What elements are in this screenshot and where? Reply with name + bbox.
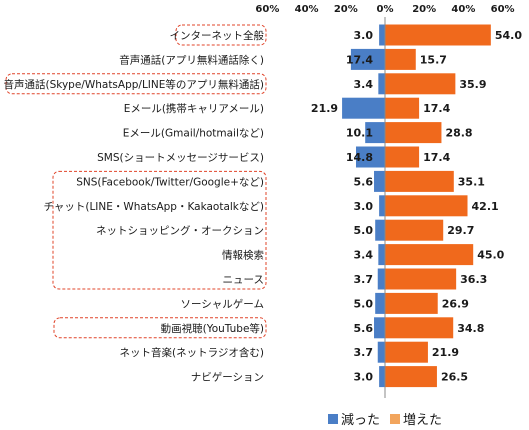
category-label: チャット(LINE・WhatsApp・Kakaotalkなど): [43, 201, 264, 213]
bar-increased: [385, 122, 442, 144]
bar-decreased: [342, 97, 385, 119]
value-label-increased: 17.4: [423, 151, 450, 164]
bar-increased: [385, 292, 438, 314]
value-label-decreased: 3.0: [354, 371, 374, 384]
category-label: インターネット全般: [170, 29, 265, 42]
legend-swatch-decreased: [328, 414, 338, 424]
category-label: ネットショッピング・オークション: [96, 224, 264, 237]
value-label-increased: 28.8: [445, 127, 472, 140]
value-label-increased: 42.1: [472, 200, 499, 213]
bar-increased: [385, 146, 420, 168]
category-label: SNS(Facebook/Twitter/Google+など): [76, 176, 264, 188]
x-tick-label: 60%: [255, 4, 279, 15]
value-label-decreased: 3.7: [354, 346, 374, 359]
value-label-increased: 35.9: [459, 78, 486, 91]
category-label: 音声通話(Skype/WhatsApp/LINE等のアプリ無料通話): [4, 78, 265, 91]
legend-label-increased: 増えた: [403, 413, 442, 428]
highlight-box: [52, 170, 267, 290]
x-tick-label: 40%: [451, 4, 475, 15]
value-label-decreased: 3.7: [354, 273, 374, 286]
value-label-decreased: 5.6: [354, 175, 374, 188]
value-label-increased: 26.5: [441, 371, 468, 384]
value-label-increased: 45.0: [477, 249, 504, 262]
category-label: 動画視聴(YouTube等): [161, 322, 264, 335]
bar-increased: [385, 219, 444, 241]
bar-decreased: [377, 341, 385, 363]
value-label-increased: 26.9: [442, 297, 469, 310]
bar-decreased: [378, 73, 385, 95]
highlight-box: [53, 317, 267, 339]
x-tick-label: 20%: [412, 4, 436, 15]
value-label-increased: 54.0: [495, 29, 522, 42]
value-label-increased: 34.8: [457, 322, 484, 335]
value-label-increased: 29.7: [447, 224, 474, 237]
value-label-decreased: 3.4: [354, 78, 374, 91]
category-label: ニュース: [223, 274, 264, 286]
bar-decreased: [379, 366, 385, 388]
bar-decreased: [355, 146, 385, 168]
bar-decreased: [378, 244, 385, 266]
bar-decreased: [365, 122, 385, 144]
category-label: Eメール(Gmail/hotmailなど): [123, 128, 264, 140]
x-axis-ticks: 60% 40% 20% 0% 20% 40% 60%: [255, 4, 514, 15]
category-label: ナビゲーション: [191, 372, 264, 384]
value-label-decreased: 5.0: [354, 297, 374, 310]
bar-increased: [385, 73, 456, 95]
bars: [342, 24, 491, 388]
value-label-increased: 17.4: [423, 102, 450, 115]
x-tick-label: 60%: [491, 4, 515, 15]
bar-decreased: [375, 219, 385, 241]
category-label: Eメール(携帯キャリアメール): [124, 102, 264, 115]
value-label-decreased: 14.8: [346, 151, 373, 164]
bar-decreased: [374, 317, 385, 339]
bar-increased: [385, 170, 454, 192]
bar-increased: [385, 366, 437, 388]
bar-increased: [385, 48, 416, 70]
value-label-increased: 15.7: [420, 53, 447, 66]
highlight-box: [5, 73, 267, 95]
value-labels: 3.0 54.0 17.4 15.7 3.4 35.9 21.9 17.4 10.1 28.8 14…: [311, 29, 522, 384]
bar-increased: [385, 97, 420, 119]
value-label-decreased: 17.4: [346, 53, 373, 66]
value-label-increased: 21.9: [432, 346, 459, 359]
legend: 減った 増えた: [328, 412, 442, 428]
legend-swatch-increased: [390, 414, 400, 424]
bar-increased: [385, 24, 491, 46]
value-label-decreased: 3.4: [354, 249, 374, 262]
x-tick-label: 20%: [334, 4, 358, 15]
bar-decreased: [374, 170, 385, 192]
x-tick-label: 40%: [295, 4, 319, 15]
value-label-decreased: 5.0: [354, 224, 374, 237]
value-label-decreased: 5.6: [354, 322, 374, 335]
value-label-increased: 36.3: [460, 273, 487, 286]
category-label: 音声通話(アプリ無料通話除く): [119, 53, 264, 66]
value-label-decreased: 10.1: [346, 127, 373, 140]
bar-increased: [385, 341, 428, 363]
value-label-decreased: 21.9: [311, 102, 338, 115]
bar-decreased: [375, 292, 385, 314]
bar-increased: [385, 268, 457, 290]
bar-increased: [385, 317, 454, 339]
bar-increased: [385, 195, 468, 217]
category-label: SMS(ショートメッセージサービス): [97, 152, 264, 164]
category-label: ネット音楽(ネットラジオ含む): [120, 346, 264, 359]
highlight-boxes: [5, 24, 267, 339]
bar-decreased: [350, 48, 385, 70]
value-label-increased: 35.1: [458, 175, 485, 188]
category-label: 情報検索: [222, 249, 264, 262]
bar-decreased: [379, 195, 385, 217]
x-tick-label: 0%: [377, 4, 394, 15]
highlight-box: [175, 24, 267, 46]
category-label: ソーシャルゲーム: [181, 298, 264, 310]
bar-increased: [385, 244, 474, 266]
bar-decreased: [379, 24, 385, 46]
value-label-decreased: 3.0: [354, 29, 374, 42]
bar-decreased: [377, 268, 385, 290]
legend-label-decreased: 減った: [341, 412, 380, 428]
value-label-decreased: 3.0: [354, 200, 374, 213]
